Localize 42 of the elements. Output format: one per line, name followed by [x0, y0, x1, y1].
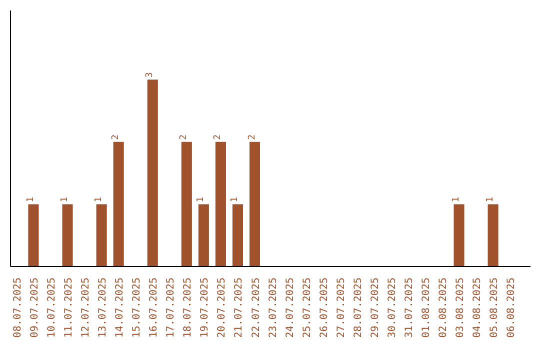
data-label: 1 [230, 196, 240, 202]
x-tick-label: 20.07.2025 [216, 277, 228, 338]
x-tick-label: 05.08.2025 [489, 277, 500, 338]
x-tick-label: 28.07.2025 [352, 277, 364, 338]
x-tick-label: 12.07.2025 [80, 277, 92, 338]
x-tick-label: 31.07.2025 [404, 277, 415, 338]
data-label: 2 [111, 134, 122, 140]
x-tick-label: 26.07.2025 [318, 277, 330, 338]
data-label: 1 [196, 196, 206, 202]
data-label: 1 [486, 196, 496, 202]
x-tick-label: 19.07.2025 [200, 277, 211, 338]
x-tick-label: 13.07.2025 [98, 277, 109, 338]
x-tick-label: 04.08.2025 [472, 277, 484, 338]
data-label: 1 [94, 196, 104, 202]
x-tick-label: 16.07.2025 [148, 277, 160, 338]
x-tick-label: 15.07.2025 [132, 277, 143, 338]
x-tick-label: 25.07.2025 [302, 277, 313, 338]
data-label: 2 [213, 134, 224, 140]
x-tick-label: 21.07.2025 [234, 277, 245, 338]
data-label: 2 [247, 134, 258, 140]
x-tick-label: 18.07.2025 [182, 277, 194, 338]
x-tick-label: 14.07.2025 [114, 277, 126, 338]
x-tick-label: 06.08.2025 [506, 277, 518, 338]
x-tick-label: 29.07.2025 [370, 277, 381, 338]
x-tick-label: 24.07.2025 [284, 277, 296, 338]
x-tick-label: 27.07.2025 [336, 277, 347, 338]
data-label: 1 [26, 196, 36, 202]
x-tick-label: 11.07.2025 [64, 277, 75, 338]
x-tick-label: 22.07.2025 [250, 277, 262, 338]
data-label: 3 [145, 72, 156, 78]
x-tick-label: 08.07.2025 [12, 277, 24, 338]
x-tick-label: 23.07.2025 [268, 277, 279, 338]
data-label: 1 [452, 196, 462, 202]
x-tick-label: 10.07.2025 [46, 277, 58, 338]
x-tick-label: 03.08.2025 [455, 277, 466, 338]
x-tick-label: 09.07.2025 [29, 277, 40, 338]
x-tick-label: 01.08.2025 [420, 277, 432, 338]
x-tick-label: 30.07.2025 [386, 277, 398, 338]
data-label: 1 [60, 196, 70, 202]
data-label: 2 [179, 134, 190, 140]
x-tick-label: 17.07.2025 [166, 277, 177, 338]
x-tick-label: 02.08.2025 [438, 277, 449, 338]
